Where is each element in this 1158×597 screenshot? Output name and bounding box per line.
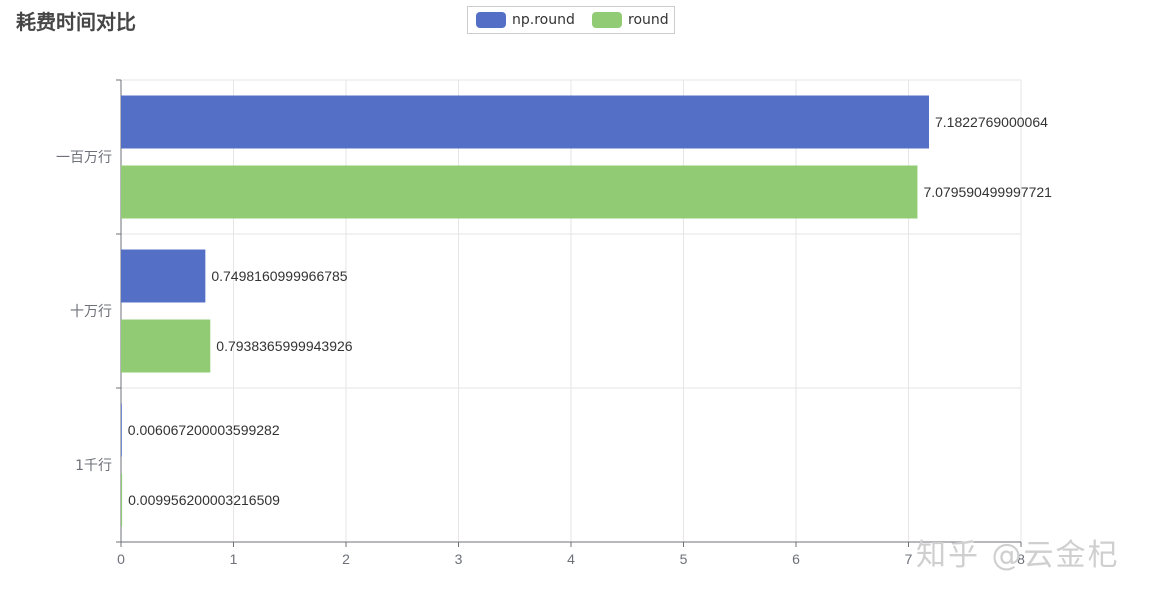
legend-swatch-np-round [476, 12, 506, 28]
chart-title: 耗费时间对比 [16, 10, 136, 34]
y-category-label: 十万行 [70, 304, 112, 320]
bar-np-round [121, 249, 206, 303]
legend-swatch-round [592, 12, 622, 28]
data-label-np-round: 0.006067200003599282 [128, 422, 280, 438]
data-label-round: 7.079590499997721 [923, 184, 1052, 200]
x-tick-label: 2 [342, 551, 350, 567]
bar-np-round [121, 95, 930, 149]
y-category-label: 1千行 [75, 458, 112, 474]
bar-round [121, 165, 918, 219]
x-tick-label: 6 [792, 551, 800, 567]
bar-round [121, 319, 211, 373]
x-tick-label: 5 [680, 551, 688, 567]
x-tick-label: 1 [230, 551, 238, 567]
legend-label-round: round [628, 12, 669, 28]
x-tick-label: 4 [567, 551, 575, 567]
x-tick-label: 3 [455, 551, 463, 567]
data-label-round: 0.7938365999943926 [216, 338, 352, 354]
data-label-np-round: 7.1822769000064 [935, 114, 1048, 130]
data-label-np-round: 0.7498160999966785 [211, 268, 347, 284]
x-tick-label: 7 [905, 551, 913, 567]
x-tick-label: 0 [117, 551, 125, 567]
bar-np-round [121, 403, 122, 457]
legend-label-np-round: np.round [512, 12, 575, 28]
x-tick-label: 8 [1017, 551, 1025, 567]
data-label-round: 0.009956200003216509 [128, 492, 280, 508]
legend-item-np-round[interactable]: np.round [476, 7, 575, 33]
bar-round [121, 473, 123, 527]
y-category-label: 一百万行 [56, 150, 112, 166]
legend-item-round[interactable]: round [592, 7, 669, 33]
legend: np.round round [467, 6, 675, 34]
watermark: 知乎 @云金杞 [916, 538, 1120, 573]
